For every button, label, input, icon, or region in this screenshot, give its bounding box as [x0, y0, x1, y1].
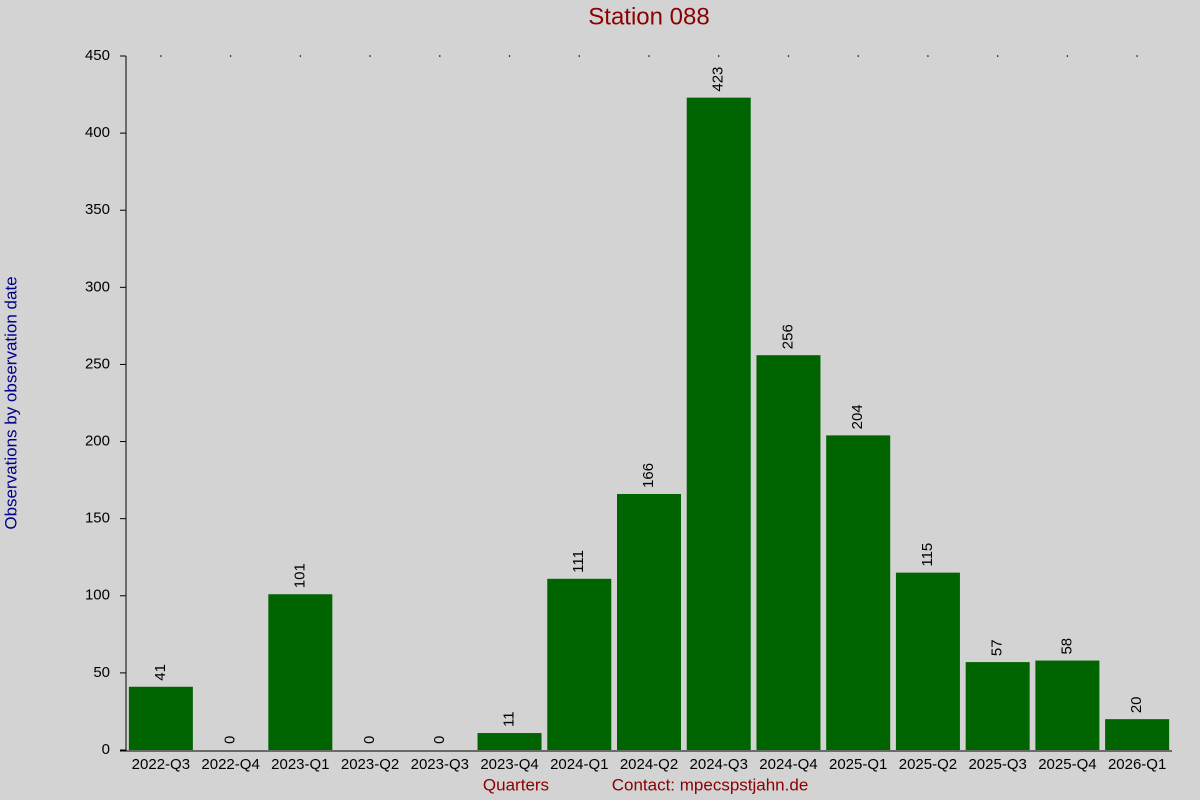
top-dot: [787, 55, 790, 57]
bar: [547, 578, 612, 750]
x-tick-label: 2024-Q3: [690, 756, 748, 773]
value-label: 111: [570, 550, 587, 573]
top-dot: [299, 55, 302, 57]
top-dot: [369, 55, 371, 57]
top-dot: [1066, 55, 1069, 57]
top-dot: [229, 55, 232, 57]
y-tick-label: 350: [85, 201, 110, 218]
bar: [617, 493, 681, 750]
bar: [1035, 660, 1100, 750]
top-dot: [857, 55, 859, 57]
value-label: 204: [849, 404, 866, 429]
value-label: 11: [501, 711, 518, 727]
bar: [756, 355, 821, 750]
top-dot: [717, 55, 720, 57]
annotation: Contact: mpecspstjahn.de: [612, 775, 809, 794]
top-dot: [996, 55, 999, 57]
x-tick-label: 2025-Q3: [968, 756, 1026, 773]
value-label: 57: [989, 639, 1006, 656]
value-label: 166: [640, 463, 657, 488]
value-label: 41: [152, 664, 169, 681]
bar: [686, 97, 751, 750]
y-axis-label: Observations by observation date: [1, 276, 20, 529]
top-dot: [508, 55, 511, 57]
value-label: 0: [431, 736, 448, 744]
x-tick-label: 2025-Q2: [899, 756, 957, 773]
top-dot: [578, 55, 581, 57]
bar: [826, 435, 891, 750]
x-tick-label: 2024-Q1: [550, 756, 608, 773]
bar: [268, 594, 333, 750]
x-tick-label: 2022-Q3: [132, 756, 190, 773]
x-tick-label: 2023-Q2: [341, 756, 399, 773]
x-tick-label: 2024-Q2: [620, 756, 678, 773]
bar: [965, 662, 1030, 750]
y-tick-label: 450: [85, 47, 110, 64]
y-tick-label: 200: [85, 433, 110, 450]
x-tick-label: 2022-Q4: [201, 756, 259, 773]
top-dot: [160, 55, 162, 57]
y-tick-label: 0: [102, 741, 110, 758]
value-label: 58: [1058, 638, 1075, 655]
x-tick-label: 2023-Q3: [411, 756, 469, 773]
x-tick-label: 2024-Q4: [759, 756, 817, 773]
chart-title: Station 088: [588, 3, 709, 30]
top-dot: [648, 55, 650, 57]
value-label: 101: [291, 563, 308, 588]
x-tick-label: 2023-Q1: [271, 756, 329, 773]
top-dot: [927, 55, 929, 57]
y-tick-label: 300: [85, 278, 110, 295]
value-label: 0: [222, 736, 239, 744]
x-tick-label: 2023-Q4: [480, 756, 538, 773]
y-tick-label: 50: [93, 664, 110, 681]
x-tick-label: 2026-Q1: [1108, 756, 1166, 773]
x-tick-label: 2025-Q4: [1038, 756, 1096, 773]
y-tick-label: 150: [85, 510, 110, 527]
bar: [477, 733, 542, 750]
y-tick-label: 100: [85, 587, 110, 604]
x-axis-label: Quarters: [483, 775, 549, 794]
bar: [895, 572, 960, 750]
bar: [1105, 719, 1170, 750]
x-tick-label: 2025-Q1: [829, 756, 887, 773]
y-tick-label: 400: [85, 124, 110, 141]
value-label: 20: [1128, 696, 1145, 713]
bar: [128, 686, 193, 750]
y-tick-label: 250: [85, 355, 110, 372]
value-label: 423: [710, 67, 727, 92]
value-label: 256: [779, 324, 796, 349]
value-label: 115: [919, 543, 936, 567]
top-dot: [1136, 55, 1138, 57]
top-dot: [439, 55, 441, 57]
value-label: 0: [361, 736, 378, 744]
